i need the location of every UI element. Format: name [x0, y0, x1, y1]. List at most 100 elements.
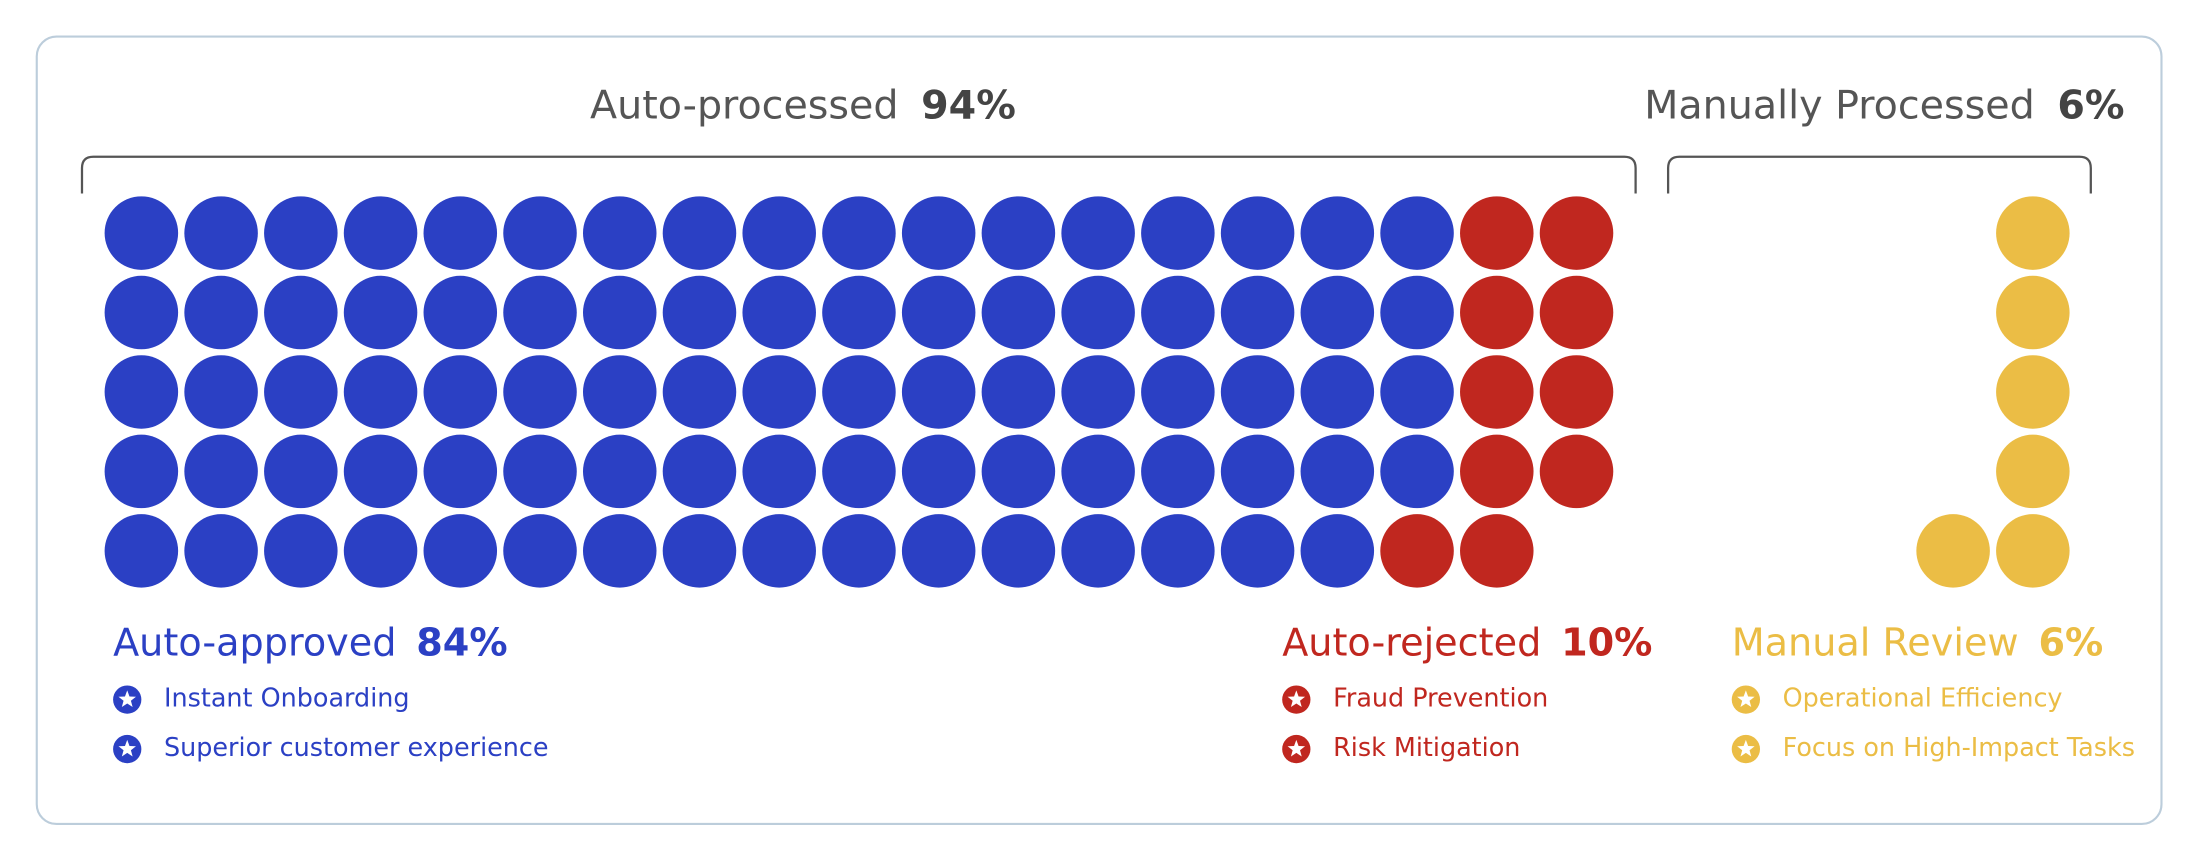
waffle-dot [1380, 434, 1454, 509]
waffle-dot [503, 355, 577, 429]
waffle-dot [184, 355, 258, 429]
waffle-dot [1996, 434, 2070, 509]
waffle-dot [742, 514, 816, 588]
waffle-dot [1061, 434, 1135, 509]
waffle-dot [104, 434, 179, 509]
waffle-dot [1220, 514, 1295, 588]
waffle-dot [1061, 514, 1135, 588]
bullet-star [1287, 690, 1306, 708]
waffle-dot [822, 514, 896, 588]
waffle-dot [981, 275, 1056, 350]
legend-header: Auto-approved 84% [113, 620, 507, 664]
waffle-dot [503, 514, 577, 588]
waffle-dot [1300, 514, 1375, 588]
waffle-dot [1539, 275, 1614, 350]
waffle-dot [1539, 196, 1614, 270]
benefit-text: Focus on High-Impact Tasks [1783, 732, 2135, 762]
waffle-dot [184, 434, 258, 509]
waffle-dot [343, 196, 418, 270]
waffle-dot [582, 355, 657, 429]
legend-value: 10% [1561, 620, 1652, 664]
waffle-dot [901, 434, 976, 509]
waffle-dot [343, 275, 418, 350]
legend-value: 6% [2038, 620, 2103, 664]
waffle-dot [1220, 196, 1295, 270]
waffle-dot [1539, 434, 1614, 509]
waffle-dot [1380, 275, 1454, 350]
legend-header: Manual Review 6% [1732, 620, 2103, 664]
waffle-dot [184, 275, 258, 350]
waffle-dot [1380, 514, 1454, 588]
group-label: Auto-processed [590, 82, 898, 128]
waffle-dot [901, 514, 976, 588]
waffle-dot [662, 434, 737, 509]
waffle-dot [264, 434, 338, 509]
waffle-dot [184, 514, 258, 588]
bullet-star [118, 739, 136, 757]
waffle-dot [503, 434, 577, 509]
waffle-dot [981, 196, 1056, 270]
benefit-text: Operational Efficiency [1783, 683, 2063, 713]
benefit-text: Instant Onboarding [164, 683, 410, 713]
waffle-dot [822, 196, 896, 270]
waffle-dot [1061, 275, 1135, 350]
waffle-dot [423, 355, 498, 429]
waffle-dot [582, 514, 657, 588]
waffle-dot [423, 514, 498, 588]
waffle-dot [822, 434, 896, 509]
waffle-dot [104, 514, 179, 588]
waffle-dot [901, 355, 976, 429]
waffle-dot [582, 275, 657, 350]
waffle-dot [901, 275, 976, 350]
waffle-dot [1061, 196, 1135, 270]
waffle-dot [1300, 355, 1375, 429]
waffle-dot [1996, 275, 2070, 350]
group-value: 94% [921, 82, 1016, 128]
waffle-dot [662, 275, 737, 350]
waffle-dot [742, 355, 816, 429]
bullet-star [1287, 739, 1306, 757]
waffle-dot [343, 355, 418, 429]
waffle-dot [1220, 355, 1295, 429]
waffle-dot [343, 514, 418, 588]
waffle-dot [662, 196, 737, 270]
waffle-dot [264, 275, 338, 350]
legend-name: Auto-rejected [1282, 620, 1541, 664]
waffle-dot [1460, 275, 1534, 350]
group-value: 6% [2057, 82, 2124, 128]
legend-name: Auto-approved [113, 620, 396, 664]
waffle-dot [1380, 355, 1454, 429]
waffle-dot [1141, 434, 1215, 509]
waffle-dot [264, 196, 338, 270]
waffle-dot [1220, 434, 1295, 509]
waffle-dot [582, 434, 657, 509]
waffle-dot [503, 196, 577, 270]
waffle-dot [423, 196, 498, 270]
waffle-dot [423, 275, 498, 350]
waffle-dot [981, 355, 1056, 429]
waffle-dot [1380, 196, 1454, 270]
group-bracket [80, 155, 1637, 194]
waffle-dot [1996, 196, 2070, 270]
waffle-dot [1141, 275, 1215, 350]
legend-value: 84% [416, 620, 507, 664]
waffle-dot [1061, 355, 1135, 429]
waffle-dot [1539, 355, 1614, 429]
waffle-dot [423, 434, 498, 509]
bullet-star [1737, 690, 1755, 708]
waffle-dot [1300, 196, 1375, 270]
group-bracket [1666, 155, 2092, 194]
waffle-dot [742, 275, 816, 350]
waffle-dot [981, 434, 1056, 509]
waffle-dot [1141, 514, 1215, 588]
waffle-dot [822, 355, 896, 429]
waffle-dot [1916, 514, 1990, 588]
waffle-dot [1300, 434, 1375, 509]
waffle-dot [1141, 355, 1215, 429]
waffle-dot [104, 275, 179, 350]
waffle-dot [742, 434, 816, 509]
group-header: Auto-processed 94% [590, 82, 1016, 128]
waffle-dot [104, 196, 179, 270]
waffle-dot [1300, 275, 1375, 350]
